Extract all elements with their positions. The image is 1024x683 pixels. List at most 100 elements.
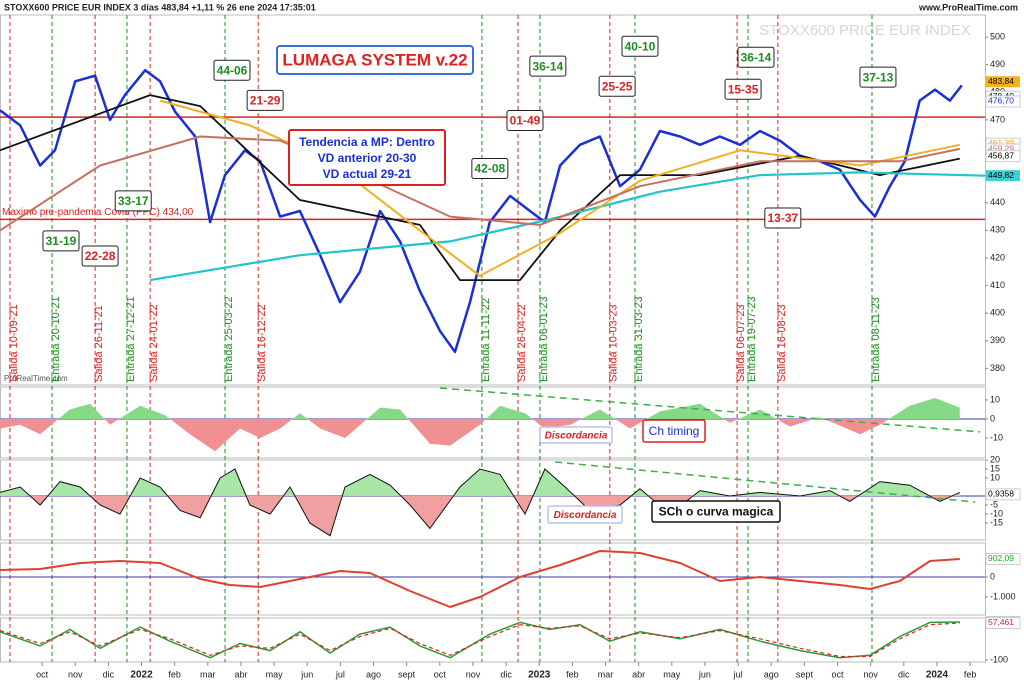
count-label: 37-13 xyxy=(863,70,894,84)
x-tick-label: 2023 xyxy=(528,670,551,681)
value-label-box xyxy=(985,150,1021,163)
count-label: 31-19 xyxy=(46,234,77,248)
note-box xyxy=(547,505,623,524)
y-tick-label: 490 xyxy=(990,59,1005,69)
x-tick-label: may xyxy=(663,669,681,679)
x-tick-label: oct xyxy=(36,669,49,679)
signal-label: Entrada 19-07-23 xyxy=(746,296,758,382)
note-box xyxy=(651,500,781,523)
count-label: 25-25 xyxy=(602,79,633,93)
info-line: Tendencia a MP: Dentro xyxy=(299,135,435,149)
series-line xyxy=(149,171,986,282)
value-label-box xyxy=(985,552,1021,565)
y-tick-label: 10 xyxy=(990,394,1000,404)
count-label: 22-28 xyxy=(85,249,116,263)
series-line xyxy=(0,94,960,281)
x-tick-label: dic xyxy=(103,669,115,679)
x-tick-label: oct xyxy=(832,669,845,679)
panel-frame xyxy=(0,14,986,386)
note: Ch timing xyxy=(649,424,700,438)
signal-label: Salida 24-01-22 xyxy=(148,304,160,382)
count-label: 36-14 xyxy=(532,59,563,73)
x-tick-label: feb xyxy=(168,669,181,679)
value-label: 57,461 xyxy=(988,617,1014,627)
count-box xyxy=(737,46,775,68)
x-tick-label: mar xyxy=(598,669,614,679)
count-label: 42-08 xyxy=(474,162,505,176)
count-label: 36-14 xyxy=(741,50,772,64)
x-tick-label: 2022 xyxy=(130,670,153,681)
panel-frame xyxy=(0,542,986,616)
signal-label: Salida 06-07-23 xyxy=(735,304,747,382)
count-box xyxy=(114,190,152,212)
y-tick-label: 470 xyxy=(990,114,1005,124)
note-box xyxy=(642,419,706,443)
x-tick-label: jul xyxy=(335,669,345,679)
value-label: 483,84 xyxy=(988,76,1014,86)
value-label-box xyxy=(986,170,1020,182)
area-line xyxy=(0,468,961,537)
logo: ProRealTime.com xyxy=(4,374,68,383)
count-box xyxy=(42,230,80,252)
system-title: LUMAGA SYSTEM v.22 xyxy=(282,50,467,69)
area-fill xyxy=(0,418,960,452)
h-line-label: Maximo pre-pandemia Covid (PPC) 434,00 xyxy=(2,207,194,218)
signal-label: Entrada 31-03-23 xyxy=(633,296,645,382)
note: SCh o curva magica xyxy=(659,505,774,519)
x-tick-label: mar xyxy=(200,669,216,679)
x-tick-label: abr xyxy=(632,669,645,679)
signal-label: Entrada 27-12-21 xyxy=(125,296,137,382)
x-tick-label: oct xyxy=(434,669,447,679)
y-tick-label: 20 xyxy=(990,454,1000,464)
signal-label: Salida 10-09-21 xyxy=(8,304,20,382)
signal-label: Entrada 06-01-23 xyxy=(538,296,550,382)
count-box xyxy=(764,207,802,229)
signal-label: Entrada 11-11-22 xyxy=(480,298,492,382)
value-label: 449,82 xyxy=(988,170,1014,180)
y-tick-label: 440 xyxy=(990,197,1005,207)
y-tick-label: 390 xyxy=(990,335,1005,345)
trend-line xyxy=(440,387,981,433)
y-tick-label: 420 xyxy=(990,252,1005,262)
value-label-box xyxy=(986,76,1020,88)
signal-label: Salida 10-03-23 xyxy=(608,304,620,382)
value-label-box xyxy=(985,95,1021,108)
series-line xyxy=(0,68,963,354)
count-box xyxy=(621,35,659,57)
signal-label: Entrada 08-11-23 xyxy=(870,297,882,382)
count-label: 40-10 xyxy=(625,39,656,53)
y-tick-label: 0 xyxy=(990,571,995,581)
y-tick-label: 0 xyxy=(990,413,995,423)
x-tick-label: nov xyxy=(863,669,878,679)
y-tick-label: -15 xyxy=(990,517,1003,527)
count-box xyxy=(471,158,509,180)
y-tick-label: -10 xyxy=(990,432,1003,442)
signal-label: Salida 26-04-22 xyxy=(516,304,528,382)
x-tick-label: ago xyxy=(764,669,779,679)
value-label: 459,29 xyxy=(988,144,1014,154)
count-label: 01-49 xyxy=(510,114,541,128)
info-box xyxy=(288,129,446,186)
y-tick-label: 410 xyxy=(990,280,1005,290)
count-box xyxy=(859,66,897,88)
count-box xyxy=(81,245,119,267)
info-line: VD actual 29-21 xyxy=(323,167,412,181)
count-label: 44-06 xyxy=(217,63,248,77)
y-tick-label: 380 xyxy=(990,363,1005,373)
series-line xyxy=(0,622,960,658)
source: www.ProRealTime.com xyxy=(918,2,1018,12)
series-line xyxy=(159,99,961,277)
value-label: 456,87 xyxy=(988,150,1014,160)
x-tick-label: nov xyxy=(466,669,481,679)
y-tick-label: 430 xyxy=(990,225,1005,235)
x-tick-label: may xyxy=(266,669,284,679)
x-tick-label: nov xyxy=(68,669,83,679)
x-tick-label: 2024 xyxy=(926,670,949,681)
x-tick-label: jun xyxy=(300,669,313,679)
y-tick-label: 10 xyxy=(990,472,1000,482)
count-box xyxy=(213,59,251,81)
x-tick-label: ago xyxy=(366,669,381,679)
y-tick-label: 500 xyxy=(990,31,1005,41)
area-fill xyxy=(30,496,952,536)
